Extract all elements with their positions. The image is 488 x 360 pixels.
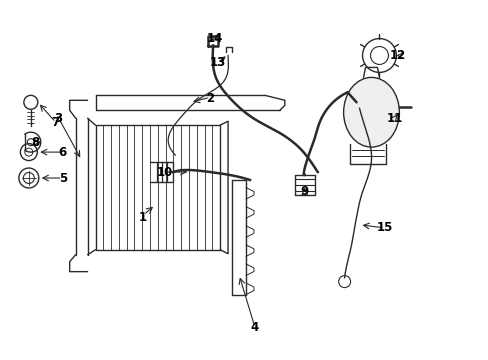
Text: 4: 4 <box>250 321 259 334</box>
Text: 7: 7 <box>52 116 60 129</box>
Text: 13: 13 <box>209 56 226 69</box>
Text: 12: 12 <box>388 49 405 62</box>
Text: 10: 10 <box>157 166 173 179</box>
Text: 1: 1 <box>138 211 146 224</box>
Text: 6: 6 <box>59 145 67 159</box>
Text: 2: 2 <box>205 92 214 105</box>
Text: 9: 9 <box>300 185 308 198</box>
Text: 3: 3 <box>55 112 62 125</box>
Text: 14: 14 <box>206 32 223 45</box>
Text: 8: 8 <box>32 136 40 149</box>
Ellipse shape <box>343 77 399 147</box>
Text: 15: 15 <box>375 221 392 234</box>
Text: 11: 11 <box>386 112 402 125</box>
Text: 5: 5 <box>59 171 67 185</box>
Bar <box>95 125 220 250</box>
